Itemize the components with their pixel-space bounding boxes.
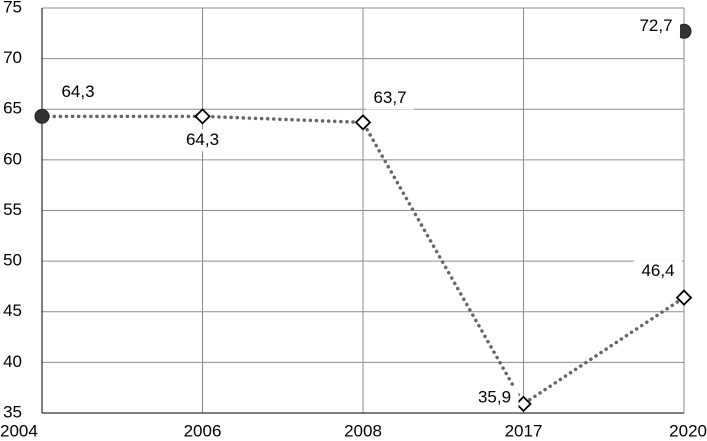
label-bg <box>366 87 414 110</box>
y-tick-label: 65 <box>3 99 22 118</box>
y-tick-label: 50 <box>3 251 22 270</box>
label-bg <box>470 386 519 409</box>
label-bg <box>54 81 102 104</box>
data-label: 35,9 <box>478 387 511 406</box>
marker <box>194 108 211 125</box>
y-tick-label: 35 <box>3 402 22 421</box>
label-bg <box>634 260 682 283</box>
x-tick-label: 2008 <box>344 421 382 440</box>
data-label: 64,3 <box>61 82 94 101</box>
data-label: 63,7 <box>373 88 406 107</box>
data-label: 46,4 <box>641 261 674 280</box>
y-tick-label: 70 <box>3 48 22 67</box>
y-tick-label: 60 <box>3 149 22 168</box>
label-bg <box>632 15 680 38</box>
label-bg <box>178 129 227 152</box>
data-label: 64,3 <box>186 130 219 149</box>
x-tick-label: 2017 <box>505 421 543 440</box>
series-line <box>40 114 686 407</box>
x-tick-label: 2020 <box>669 421 707 440</box>
data-label: 72,7 <box>639 16 672 35</box>
marker <box>515 395 532 413</box>
y-tick-label: 75 <box>3 0 22 16</box>
x-tick-label: 2006 <box>184 421 222 440</box>
marker <box>354 114 372 131</box>
x-tick-label: 2004 <box>0 421 38 440</box>
y-tick-label: 45 <box>3 301 22 320</box>
y-tick-label: 55 <box>3 200 22 219</box>
y-tick-label: 40 <box>3 352 22 371</box>
marker <box>34 108 50 124</box>
marker <box>675 289 693 306</box>
